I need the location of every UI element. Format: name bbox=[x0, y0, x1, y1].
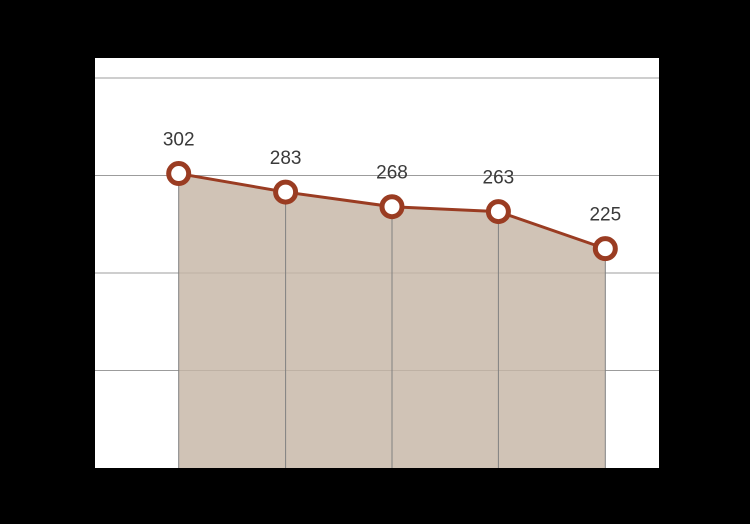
data-label: 225 bbox=[589, 205, 621, 226]
data-marker bbox=[595, 239, 615, 259]
data-label: 283 bbox=[270, 148, 302, 169]
data-label: 263 bbox=[483, 168, 515, 189]
data-marker bbox=[382, 197, 402, 217]
data-marker bbox=[488, 202, 508, 222]
data-label: 268 bbox=[376, 163, 408, 184]
data-marker bbox=[169, 164, 189, 184]
area-chart: 302 283 268 263 225 bbox=[95, 58, 659, 468]
data-marker bbox=[276, 182, 296, 202]
chart-panel: 302 283 268 263 225 bbox=[95, 58, 659, 468]
data-label: 302 bbox=[163, 130, 195, 151]
